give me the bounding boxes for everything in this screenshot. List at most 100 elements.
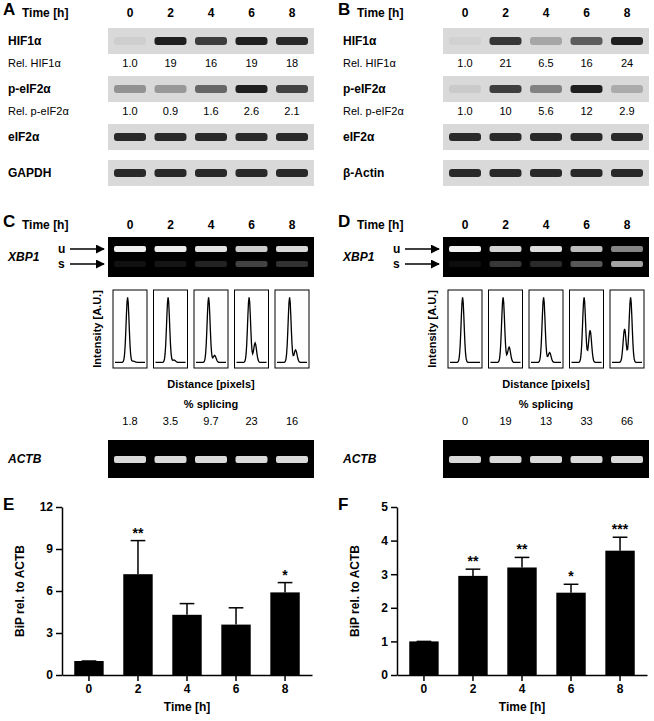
- quant-value: 1.0: [122, 105, 137, 117]
- y-tick-mark: [391, 507, 397, 509]
- y-tick: 6: [46, 584, 62, 598]
- quant-value: 10: [499, 105, 511, 117]
- band: [490, 169, 522, 177]
- blot-strip: [108, 160, 314, 186]
- axis-title: Time [h]: [164, 700, 210, 714]
- x-tick-mark: [521, 675, 523, 681]
- control-band: [155, 456, 187, 463]
- band-label: eIF2α: [343, 130, 375, 144]
- band: [611, 37, 643, 45]
- y-tick-mark: [56, 591, 62, 593]
- gel: [443, 237, 649, 277]
- band: [155, 169, 187, 177]
- gel-label: ACTB: [7, 452, 42, 466]
- y-tick: 5: [381, 500, 397, 514]
- trace: [196, 297, 226, 362]
- band-label: p-eIF2α: [343, 82, 386, 96]
- error-cap: [417, 641, 432, 643]
- control-band: [611, 456, 643, 463]
- trace-frame: [113, 290, 147, 368]
- figure: ATime [h]02468HIF1αRel. HIF1α1.019161918…: [0, 0, 654, 721]
- x-tick: 4: [184, 675, 191, 696]
- band-label: p-eIF2α: [8, 82, 51, 96]
- panel-letter: A: [3, 0, 15, 19]
- band-unspliced: [114, 246, 146, 252]
- quant-label: Rel. p-eIF2α: [343, 105, 404, 117]
- band: [236, 169, 268, 177]
- band: [449, 37, 481, 45]
- quant-value: 16: [580, 57, 592, 69]
- x-tick-mark: [88, 675, 90, 681]
- band: [236, 133, 268, 141]
- x-tick-mark: [619, 675, 621, 681]
- control-band: [449, 456, 481, 463]
- quant-value: 19: [164, 57, 176, 69]
- significance: **: [468, 553, 479, 569]
- band-spliced: [155, 261, 187, 267]
- lane-label: 4: [543, 6, 550, 20]
- quant-value: 18: [286, 57, 298, 69]
- quant-value: 66: [621, 415, 633, 427]
- bar: [74, 661, 103, 675]
- band-unspliced: [490, 246, 522, 252]
- x-tick: 6: [233, 675, 240, 696]
- plot-marks: [74, 541, 299, 675]
- band: [276, 133, 308, 141]
- x-tick-label: 2: [135, 682, 142, 696]
- trace: [277, 297, 307, 362]
- y-tick-mark: [391, 540, 397, 542]
- quant-value: 6.5: [538, 57, 553, 69]
- axis-title: BiP rel. to ACTB: [348, 545, 362, 637]
- axis-title: BiP rel. to ACTB: [13, 545, 27, 637]
- band: [571, 133, 603, 141]
- error-bar: [570, 584, 572, 592]
- quant-value: 16: [286, 415, 298, 427]
- y-tick-label: 9: [46, 542, 53, 556]
- axis-line: [397, 508, 399, 676]
- header: Time [h]: [357, 218, 403, 232]
- panel-letter: F: [338, 495, 348, 514]
- band: [530, 37, 562, 45]
- y-tick-label: 0: [46, 668, 53, 682]
- quant-label: % splicing: [519, 398, 573, 410]
- band-spliced: [195, 261, 227, 267]
- band-label: β-Actin: [343, 166, 384, 180]
- quant-value: 1.0: [457, 105, 472, 117]
- band: [155, 85, 187, 93]
- band-unspliced: [571, 246, 603, 252]
- band: [449, 133, 481, 141]
- error-bar: [284, 583, 286, 593]
- lane-label: 0: [462, 6, 469, 20]
- lane-label: 8: [624, 6, 631, 20]
- control-band: [236, 456, 268, 463]
- lane-label: 0: [462, 218, 469, 232]
- band-spliced: [611, 261, 643, 267]
- lane-label: 8: [289, 218, 296, 232]
- y-tick-mark: [391, 641, 397, 643]
- quant-value: 12: [580, 105, 592, 117]
- band-label: u: [393, 242, 400, 256]
- band: [490, 85, 522, 93]
- band: [449, 85, 481, 93]
- figure-svg: ATime [h]02468HIF1αRel. HIF1α1.019161918…: [0, 0, 654, 721]
- quant-value: 0: [462, 415, 468, 427]
- band: [611, 133, 643, 141]
- y-tick-mark: [391, 675, 397, 677]
- band: [114, 169, 146, 177]
- trace-frame: [194, 290, 228, 368]
- band: [276, 37, 308, 45]
- bar: [409, 641, 438, 675]
- significance: **: [517, 541, 528, 557]
- x-tick-label: 4: [519, 682, 526, 696]
- bar: [270, 592, 299, 675]
- quant-label: Rel. HIF1α: [8, 57, 61, 69]
- band-spliced: [490, 261, 522, 267]
- band: [276, 85, 308, 93]
- axis-title: Distance [pixels]: [502, 378, 590, 390]
- x-tick-label: 6: [233, 682, 240, 696]
- plot-marks: [409, 537, 634, 675]
- quant-value: 3.5: [163, 415, 178, 427]
- quant-label: Rel. HIF1α: [343, 57, 396, 69]
- y-tick-mark: [56, 507, 62, 509]
- band: [530, 85, 562, 93]
